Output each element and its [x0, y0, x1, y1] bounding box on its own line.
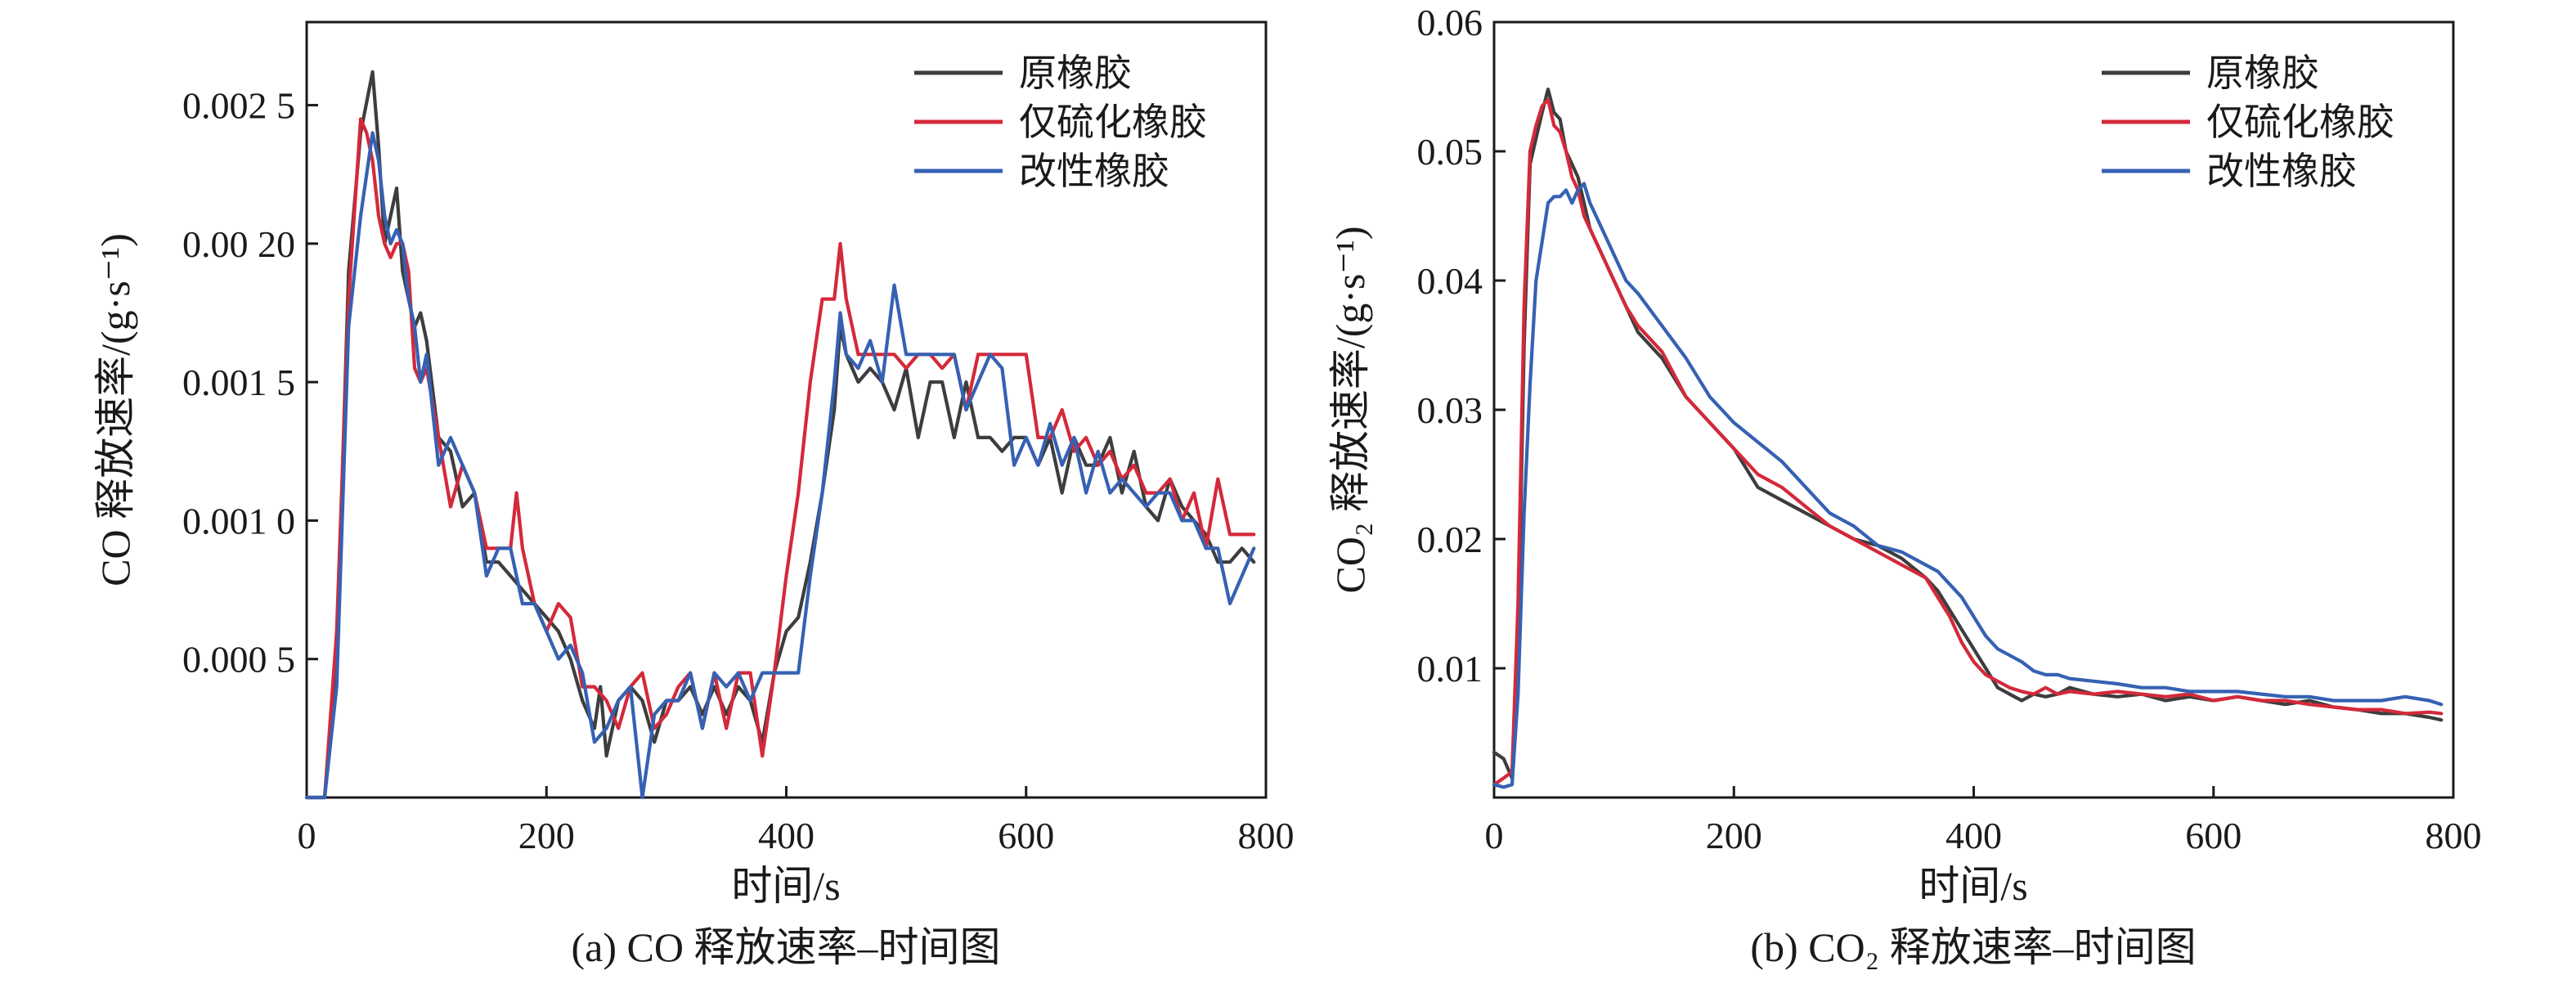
- co-y-tick-label: 0.002 5: [182, 85, 295, 127]
- co-x-tick-label: 200: [518, 815, 575, 856]
- co-y-ticks: 0.000 5 0.001 0 0.001 5 0.00 20 0.002 5: [182, 85, 318, 681]
- co2-chart: 0.01 0.02 0.03 0.04 0.05 0.06 0 200 400 600 800 原…: [1327, 2, 2482, 970]
- co-caption: (a) CO 释放速率–时间图: [572, 924, 1001, 970]
- co2-x-ticks: 0 200 400 600 800: [1485, 786, 2482, 856]
- co-y-tick-label: 0.001 0: [182, 500, 295, 541]
- co2-series-line-3: [1492, 182, 2444, 789]
- co2-series-lines: [1492, 88, 2444, 789]
- co-x-tick-label: 0: [298, 815, 316, 856]
- co2-y-tick-label: 0.05: [1417, 131, 1483, 173]
- co-y-tick-label: 0.001 5: [182, 362, 295, 403]
- co2-x-tick-label: 0: [1485, 815, 1504, 856]
- co-x-ticks: 0 200 400 600 800: [298, 786, 1295, 856]
- co-series-line-3: [304, 131, 1256, 800]
- co-x-axis-label: 时间/s: [731, 863, 840, 909]
- co2-series-line-2: [1492, 97, 2444, 787]
- co2-y-tick-label: 0.03: [1417, 389, 1483, 431]
- co2-legend-label-1: 原橡胶: [2206, 51, 2319, 95]
- co-series-lines: [304, 70, 1256, 800]
- co-y-tick-label: 0.000 5: [182, 639, 295, 681]
- co2-x-tick-label: 200: [1706, 815, 1762, 856]
- co2-caption: (b) CO₂ 释放速率–时间图: [1750, 924, 2196, 970]
- co2-y-tick-label: 0.04: [1417, 260, 1483, 302]
- co2-y-tick-label: 0.02: [1417, 519, 1483, 560]
- co-x-tick-label: 600: [998, 815, 1054, 856]
- co2-legend-label-3: 改性橡胶: [2206, 149, 2357, 193]
- co-legend-label-2: 仅硫化橡胶: [1019, 100, 1207, 144]
- co-series-line-2: [304, 117, 1256, 800]
- co-y-tick-label: 0.00 20: [182, 223, 295, 265]
- co-legend-label-1: 原橡胶: [1019, 51, 1132, 95]
- co-x-tick-label: 400: [758, 815, 815, 856]
- co2-x-tick-label: 800: [2426, 815, 2482, 856]
- co2-x-tick-label: 400: [1945, 815, 2002, 856]
- co-legend-label-3: 改性橡胶: [1019, 149, 1169, 193]
- co-y-axis-label: CO 释放速率/(g·s⁻¹): [92, 233, 138, 586]
- co2-y-tick-label: 0.06: [1417, 2, 1483, 43]
- co2-legend-label-2: 仅硫化橡胶: [2206, 100, 2394, 144]
- co2-x-axis-label: 时间/s: [1919, 863, 2027, 909]
- co-chart: 0.000 5 0.001 0 0.001 5 0.00 20 0.002 5 0 200…: [92, 20, 1295, 970]
- co2-y-ticks: 0.01 0.02 0.03 0.04 0.05 0.06: [1417, 2, 1506, 690]
- co2-y-tick-label: 0.01: [1417, 648, 1483, 690]
- co2-x-tick-label: 600: [2185, 815, 2242, 856]
- co-x-tick-label: 800: [1238, 815, 1295, 856]
- co2-y-axis-label: CO₂ 释放速率/(g·s⁻¹): [1327, 226, 1373, 593]
